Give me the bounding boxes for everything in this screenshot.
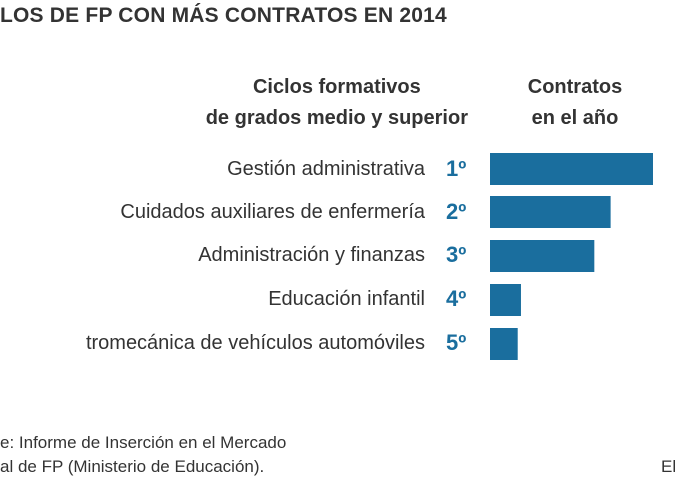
bar-2 [490, 196, 611, 228]
source-note-line1: e: Informe de Inserción en el Mercado [0, 433, 287, 452]
values-heading-line1: Contratos [527, 76, 623, 98]
source-note: e: Informe de Inserción en el Mercado al… [0, 431, 286, 479]
categories-heading-line2: de grados medio y superior [205, 107, 468, 129]
chart-title: LOS DE FP CON MÁS CONTRATOS EN 2014 [0, 4, 447, 27]
bar-4 [490, 284, 521, 316]
category-label-4: Educación infantil [268, 288, 425, 310]
categories-heading-line1: Ciclos formativos [252, 76, 421, 98]
bar-3 [490, 240, 595, 272]
publisher-credit: El [661, 457, 677, 476]
rank-label-1: 1º [446, 156, 467, 181]
bar-1 [490, 153, 653, 185]
source-note-line2: al de FP (Ministerio de Educación). [0, 457, 265, 476]
category-label-5: tromecánica de vehículos automóviles [85, 332, 425, 354]
bar-5 [490, 328, 518, 360]
rank-label-2: 2º [446, 199, 467, 224]
rank-label-3: 3º [446, 242, 467, 267]
values-heading: Contratos en el año [505, 72, 645, 134]
values-heading-line2: en el año [531, 107, 619, 129]
rank-label-5: 5º [446, 330, 467, 355]
rank-label-4: 4º [446, 286, 467, 311]
category-label-1: Gestión administrativa [227, 158, 425, 180]
category-label-2: Cuidados auxiliares de enfermería [120, 201, 425, 223]
categories-heading: Ciclos formativos de grados medio y supe… [206, 72, 468, 134]
category-label-3: Administración y finanzas [198, 244, 425, 266]
